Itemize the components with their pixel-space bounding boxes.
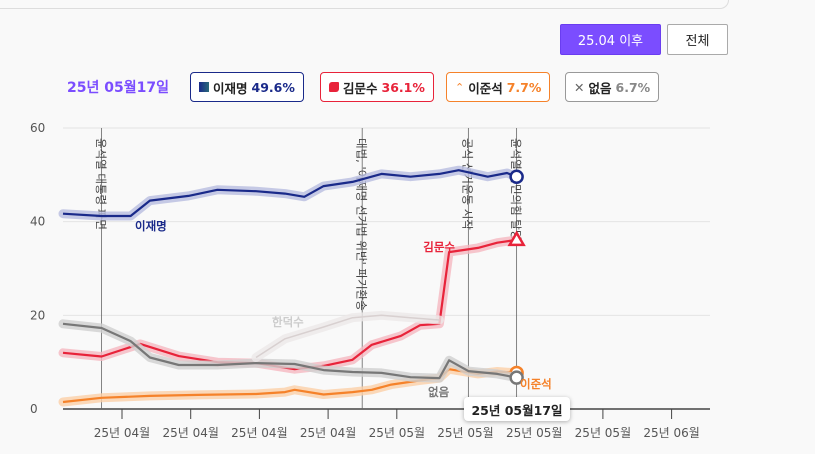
x-tick-label: 25년 04월 [231,426,287,440]
series-label: 김문수 [423,240,455,254]
series-band [251,310,444,362]
caret-up-icon: ⌃ [455,80,465,94]
series-label: 없음 [428,385,450,399]
top-panel-edge [0,0,729,9]
series-band [58,364,522,407]
legend-value: 49.6% [251,79,295,95]
legend-chip-lee-junseok[interactable]: ⌃ 이준석 7.7% [446,72,551,102]
x-tick-label: 25년 05월 [506,426,562,440]
x-tick-label: 25년 04월 [300,426,356,440]
event-label: 윤석열 국민의힘 탈당 [509,138,523,241]
y-tick-label: 20 [30,308,45,322]
since-april-button[interactable]: 25.04 이후 [560,24,661,55]
series-line [62,322,517,380]
date-tooltip: 25년 05월17일 [464,397,570,421]
legend-chip-kim-moonsoo[interactable]: 김문수 36.1% [320,72,434,102]
series-end-marker [509,365,524,381]
series-line [62,368,517,404]
series-band [58,235,522,374]
x-tick-label: 25년 05월 [437,426,493,440]
x-tick-label: 25년 05월 [575,426,631,440]
y-tick-label: 40 [30,215,45,229]
series-band [58,319,522,383]
square-icon [199,82,209,92]
legend-name: 없음 [588,80,612,96]
x-tick-label: 25년 04월 [94,426,150,440]
legend-name: 이재명 [213,80,248,96]
legend-chip-none[interactable]: ✕ 없음 6.7% [565,72,660,102]
series-end-marker [507,230,526,247]
series-label: 한덕수 [272,315,304,329]
selected-date-label: 25년 05월17일 [67,80,169,96]
series-line [62,169,517,218]
series-end-marker [509,169,524,184]
series-label: 이재명 [135,219,167,233]
legend-value: 7.7% [506,79,542,95]
x-tick-label: 25년 04월 [162,426,218,440]
event-label: 대법, '이재명 선거법 위반' 파기환송 [354,138,368,311]
x-tick-label: 25년 06월 [643,426,699,440]
party-shape-icon [329,82,339,92]
event-label: 윤석열 대통령 파면 [94,138,108,230]
all-period-button[interactable]: 전체 [667,24,728,55]
event-label: 공식 선거운동 시작 [461,138,475,230]
series-label: 이준석 [520,377,552,391]
x-icon: ✕ [574,79,585,95]
y-tick-label: 60 [30,121,45,135]
series-band [58,165,522,221]
legend-name: 이준석 [468,80,503,96]
series-line [62,238,517,371]
series-end-marker [509,370,524,385]
legend-name: 김문수 [343,80,378,96]
legend-chip-lee-jaemyung[interactable]: 이재명 49.6% [190,72,304,102]
legend-value: 6.7% [615,79,651,95]
legend-value: 36.1% [381,79,425,95]
y-tick-label: 0 [30,402,38,416]
x-tick-label: 25년 05월 [369,426,425,440]
series-line [255,314,440,359]
